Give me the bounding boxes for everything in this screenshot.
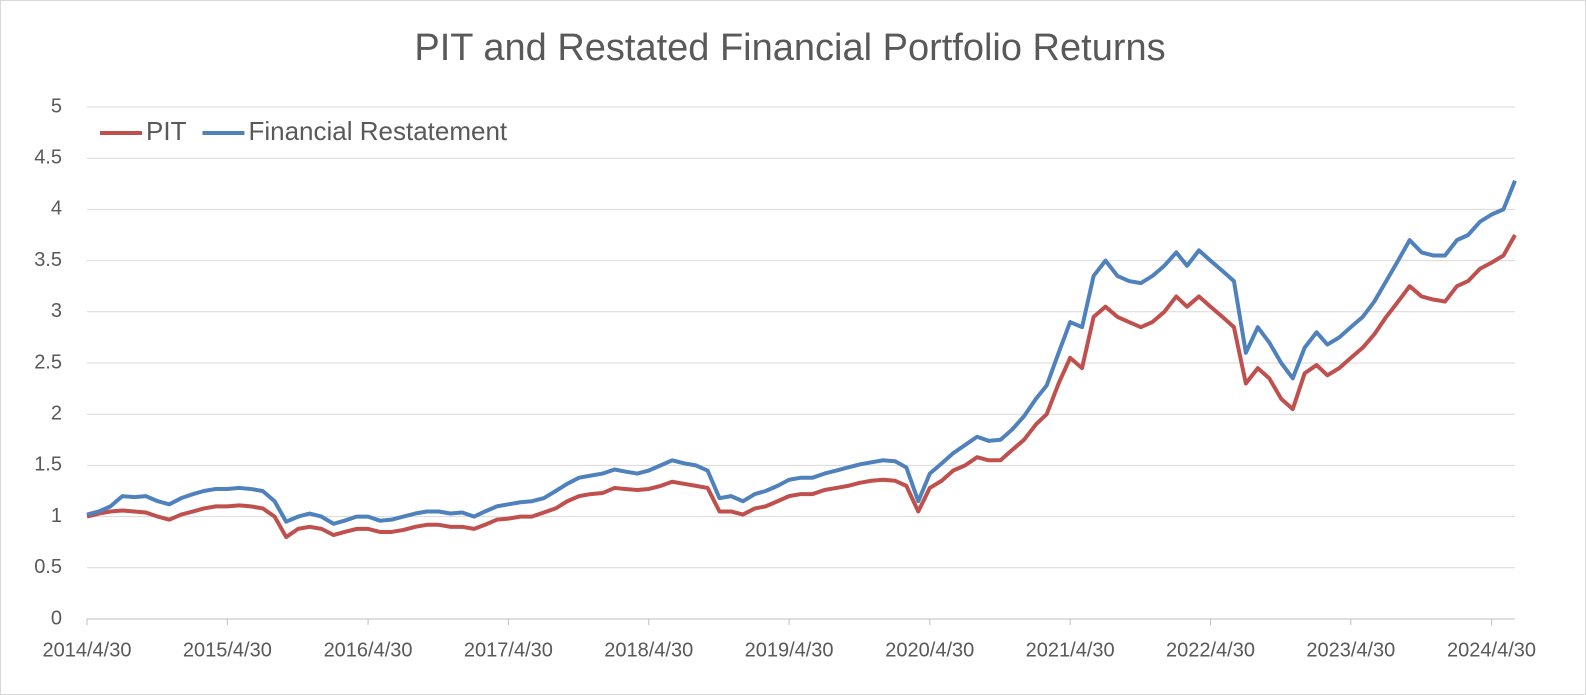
y-tick-label: 5 [51, 95, 62, 117]
x-tick-label: 2024/4/30 [1447, 639, 1536, 661]
legend-label: PIT [146, 116, 187, 146]
chart-title: PIT and Restated Financial Portfolio Ret… [414, 27, 1165, 69]
x-tick-label: 2016/4/30 [324, 639, 413, 661]
y-tick-label: 2.5 [34, 351, 62, 373]
y-tick-label: 4 [51, 198, 62, 220]
x-tick-label: 2018/4/30 [604, 639, 693, 661]
y-tick-label: 3.5 [34, 249, 62, 271]
x-tick-label: 2023/4/30 [1306, 639, 1395, 661]
y-tick-label: 1.5 [34, 454, 62, 476]
series-line [86, 234, 1517, 540]
y-tick-label: 2 [51, 402, 62, 424]
x-tick-label: 2021/4/30 [1026, 639, 1115, 661]
x-tick-label: 2014/4/30 [43, 639, 132, 661]
x-tick-label: 2019/4/30 [745, 639, 834, 661]
x-tick-label: 2017/4/30 [464, 639, 553, 661]
y-tick-label: 3 [51, 300, 62, 322]
x-tick-label: 2022/4/30 [1166, 639, 1255, 661]
y-tick-label: 4.5 [34, 146, 62, 168]
y-tick-label: 0.5 [34, 556, 62, 578]
series-line [86, 179, 1517, 526]
y-tick-label: 1 [51, 505, 62, 527]
legend-label: Financial Restatement [248, 116, 507, 146]
y-tick-label: 0 [51, 607, 62, 629]
x-tick-label: 2020/4/30 [885, 639, 974, 661]
x-tick-label: 2015/4/30 [183, 639, 272, 661]
